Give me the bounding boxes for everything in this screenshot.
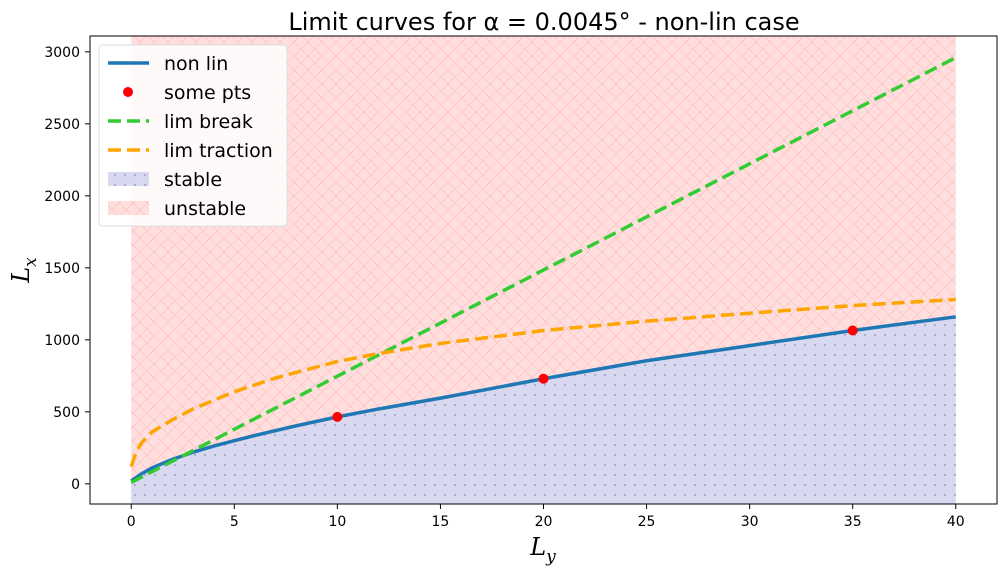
x-tick-label: 20 [535,514,553,530]
x-tick-label: 5 [230,514,239,530]
legend-some-pts-swatch [123,87,133,97]
legend-non-lin-label: non lin [164,53,228,75]
chart-title: Limit curves for α = 0.0045° - non-lin c… [288,8,799,36]
x-axis: 0 5 10 15 20 25 30 35 40 [127,504,965,530]
x-tick-label: 10 [328,514,346,530]
some-pts-point [538,373,549,384]
legend-unstable-label: unstable [164,198,246,220]
y-tick-label: 500 [53,405,80,421]
lim-break-line [130,56,957,484]
legend-stable-label: stable [164,169,222,191]
y-tick-label: 2000 [44,189,80,205]
y-tick-label: 3000 [44,45,80,61]
legend-unstable-swatch-pattern [108,201,149,215]
y-tick-label: 2500 [44,117,80,133]
legend-lim-traction-label: lim traction [164,140,273,162]
y-axis-label: Lx [7,257,41,284]
legend-some-pts-label: some pts [164,82,251,104]
y-axis: 0 500 1000 1500 2000 2500 3000 [44,45,90,493]
legend: non lin some pts lim break lim traction stab… [98,44,288,227]
stable-region-dots [131,316,956,504]
legend-lim-break-label: lim break [164,111,253,133]
y-tick-label: 1000 [44,333,80,349]
non-lin-line [130,315,957,483]
x-tick-label: 25 [638,514,656,530]
some-pts-point [847,325,858,336]
x-tick-label: 15 [432,514,450,530]
x-tick-label: 0 [127,514,136,530]
x-tick-label: 40 [947,514,965,530]
some-pts-point [332,411,343,422]
x-tick-label: 30 [741,514,759,530]
y-tick-label: 1500 [44,261,80,277]
y-tick-label: 0 [71,477,80,493]
x-tick-label: 35 [844,514,862,530]
x-axis-label: Ly [529,533,556,567]
legend-stable-swatch-pattern [108,172,149,186]
